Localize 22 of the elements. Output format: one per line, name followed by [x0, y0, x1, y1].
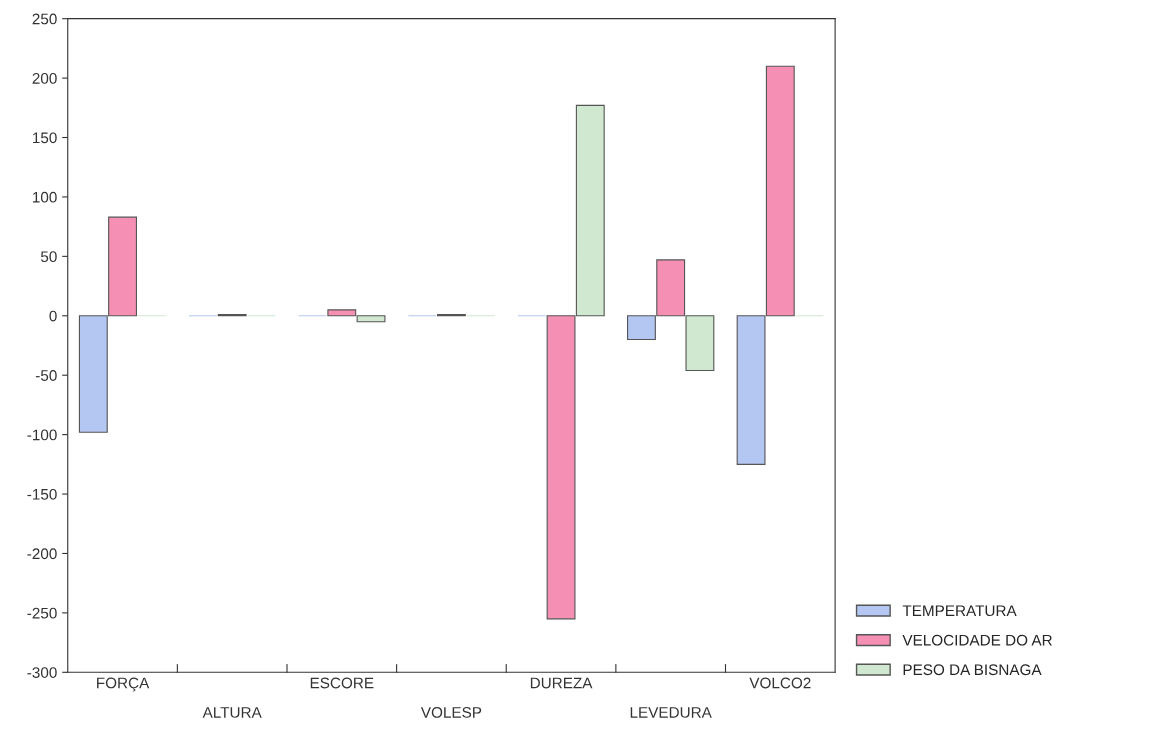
x-tick-label: DUREZA [530, 677, 593, 689]
x-tick-label: VOLESP [420, 706, 482, 718]
y-tick-label: 200 [32, 72, 57, 84]
y-tick-label: 250 [32, 13, 57, 25]
x-tick-label: ESCORE [310, 677, 374, 689]
x-tick-label: VOLCO2 [749, 677, 811, 689]
y-tick-label: 100 [33, 191, 57, 203]
x-tick-label: LEVEDURA [630, 707, 712, 718]
y-tick-label: -50 [35, 370, 57, 381]
y-tick-label: -150 [27, 488, 57, 500]
y-tick-label: 150 [33, 132, 57, 144]
legend-label: PESO DA BISNAGA [903, 664, 1042, 676]
y-tick-label: -250 [27, 607, 57, 619]
legend-label: TEMPERATURA [902, 605, 1017, 617]
x-tick-label: FORÇA [97, 677, 150, 692]
y-tick-label: -100 [27, 429, 57, 441]
y-tick-label: 0 [49, 310, 57, 322]
y-tick-label: 50 [40, 251, 57, 263]
legend-label: VELOCIDADE DO AR [902, 634, 1052, 646]
x-tick-label: ALTURA [202, 707, 262, 718]
y-tick-label: -200 [27, 548, 57, 560]
y-tick-label: -300 [27, 667, 57, 678]
